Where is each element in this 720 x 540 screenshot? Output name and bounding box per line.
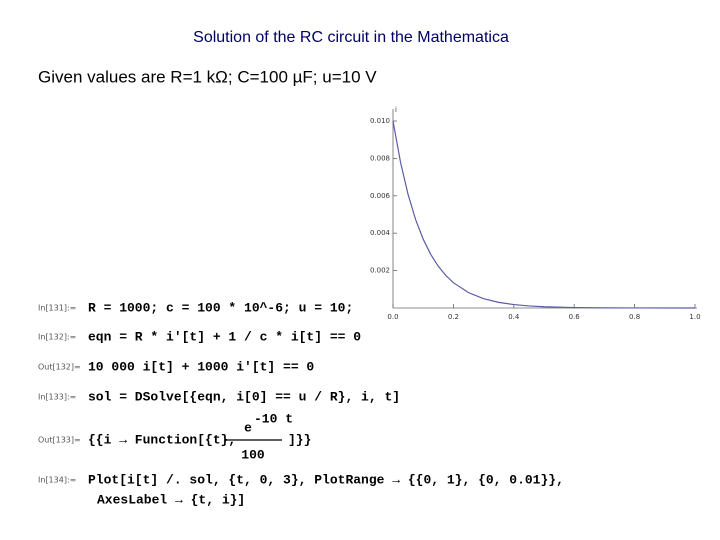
code: 10 000 i[t] + 1000 i′[t] == 0 <box>88 359 314 374</box>
y-tick-label: 0.004 <box>370 229 391 237</box>
code: sol = DSolve[{eqn, i[0] == u / R}, i, t] <box>88 389 400 404</box>
y-tick-label: 0.002 <box>370 267 390 275</box>
numerator: e <box>244 420 252 435</box>
x-tick-label: 0.4 <box>508 313 520 321</box>
code: Plot[i[t] /. sol, {t, 0, 3}, PlotRange →… <box>88 472 564 487</box>
denominator: 100 <box>241 447 265 462</box>
cell-label: In[134]:= <box>38 476 76 485</box>
exponent: -10 t <box>254 411 293 426</box>
x-tick-label: 1.0 <box>689 313 700 321</box>
y-tick-label: 0.010 <box>370 117 390 125</box>
cell-label: In[132]:= <box>38 333 76 342</box>
code: eqn = R * i′[t] + 1 / c * i[t] == 0 <box>88 329 361 344</box>
y-axis-label: i <box>395 106 397 114</box>
x-tick-label: 0.8 <box>629 313 640 321</box>
cell-label: In[131]:= <box>38 304 76 313</box>
code: R = 1000; c = 100 * 10^-6; u = 10; <box>88 300 353 315</box>
y-tick-label: 0.006 <box>370 192 391 200</box>
output-133: Out[133]= {{i → Function[{t}, e -10 t 10… <box>38 411 311 462</box>
code: {{i → Function[{t}, <box>88 432 236 447</box>
code: AxesLabel → {t, i}] <box>97 492 245 507</box>
subtitle: Given values are R=1 kΩ; C=100 µF; u=10 … <box>38 67 377 86</box>
x-tick-label: 0.2 <box>448 313 459 321</box>
code: ]}} <box>288 432 311 447</box>
x-tick-label: 0.6 <box>569 313 581 321</box>
y-tick-label: 0.008 <box>370 154 390 162</box>
x-tick-label: 0.0 <box>387 313 398 321</box>
title: Solution of the RC circuit in the Mathem… <box>193 29 509 46</box>
cell-label: In[133]:= <box>38 393 76 402</box>
curve <box>392 120 696 309</box>
cell-label: Out[132]= <box>38 363 81 372</box>
cell-label: Out[133]= <box>38 436 81 445</box>
